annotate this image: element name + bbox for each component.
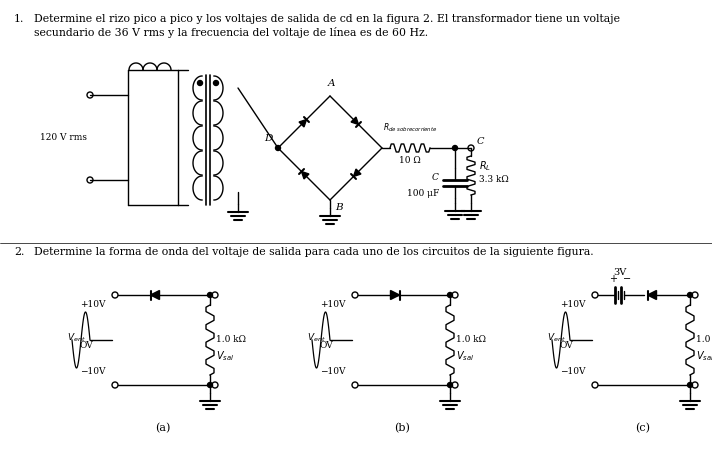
Text: (a): (a) — [155, 423, 170, 433]
Text: −: − — [623, 274, 631, 284]
Text: 2.: 2. — [14, 247, 24, 257]
Text: 1.0 kΩ: 1.0 kΩ — [696, 336, 712, 345]
Text: OV: OV — [80, 341, 94, 350]
Text: 1.: 1. — [14, 14, 24, 24]
Text: (b): (b) — [394, 423, 410, 433]
Polygon shape — [299, 119, 306, 127]
Text: C: C — [477, 137, 484, 146]
Text: −10V: −10V — [560, 367, 585, 376]
Text: +10V: +10V — [80, 300, 105, 309]
Text: A: A — [328, 79, 336, 88]
Text: $V_{ent}$: $V_{ent}$ — [67, 332, 85, 344]
Text: OV: OV — [560, 341, 574, 350]
Text: +: + — [609, 274, 617, 284]
Text: (c): (c) — [635, 423, 650, 433]
Text: $V_{sal}$: $V_{sal}$ — [696, 349, 712, 363]
Polygon shape — [301, 172, 309, 179]
Polygon shape — [390, 291, 399, 300]
Text: $V_{ent}$: $V_{ent}$ — [547, 332, 566, 344]
Text: −10V: −10V — [320, 367, 345, 376]
Polygon shape — [150, 291, 159, 300]
Circle shape — [276, 146, 281, 151]
Text: $R_{de\ sobrecorriente}$: $R_{de\ sobrecorriente}$ — [383, 121, 437, 134]
Circle shape — [448, 292, 453, 298]
Text: $V_{sal}$: $V_{sal}$ — [216, 349, 234, 363]
Text: $V_{sal}$: $V_{sal}$ — [456, 349, 474, 363]
Text: 10 Ω: 10 Ω — [399, 156, 421, 165]
Text: D: D — [265, 134, 273, 143]
Text: $V_{ent}$: $V_{ent}$ — [307, 332, 325, 344]
Text: 100 μF: 100 μF — [407, 190, 439, 199]
Text: +10V: +10V — [320, 300, 345, 309]
Polygon shape — [354, 169, 361, 176]
Text: 3.3 kΩ: 3.3 kΩ — [479, 175, 509, 184]
Text: B: B — [335, 203, 342, 212]
Text: 3V: 3V — [613, 268, 627, 277]
Circle shape — [688, 292, 693, 298]
Circle shape — [207, 292, 212, 298]
Text: +10V: +10V — [560, 300, 585, 309]
Text: 1.0 kΩ: 1.0 kΩ — [456, 336, 486, 345]
Text: secundario de 36 V rms y la frecuencia del voltaje de línea es de 60 Hz.: secundario de 36 V rms y la frecuencia d… — [34, 27, 428, 38]
Circle shape — [207, 383, 212, 388]
Text: Determine el rizo pico a pico y los voltajes de salida de cd en la figura 2. El : Determine el rizo pico a pico y los volt… — [34, 14, 620, 24]
Text: $R_L$: $R_L$ — [479, 159, 491, 173]
Circle shape — [448, 383, 453, 388]
Circle shape — [688, 383, 693, 388]
Circle shape — [214, 81, 219, 85]
Text: 1.0 kΩ: 1.0 kΩ — [216, 336, 246, 345]
Polygon shape — [647, 291, 656, 300]
Polygon shape — [351, 117, 358, 125]
Circle shape — [197, 81, 202, 85]
Text: Determine la forma de onda del voltaje de salida para cada uno de los circuitos : Determine la forma de onda del voltaje d… — [34, 247, 594, 257]
Text: C: C — [432, 173, 439, 182]
Circle shape — [453, 146, 458, 151]
Text: 120 V rms: 120 V rms — [40, 133, 87, 142]
Text: OV: OV — [320, 341, 334, 350]
Text: −10V: −10V — [80, 367, 105, 376]
